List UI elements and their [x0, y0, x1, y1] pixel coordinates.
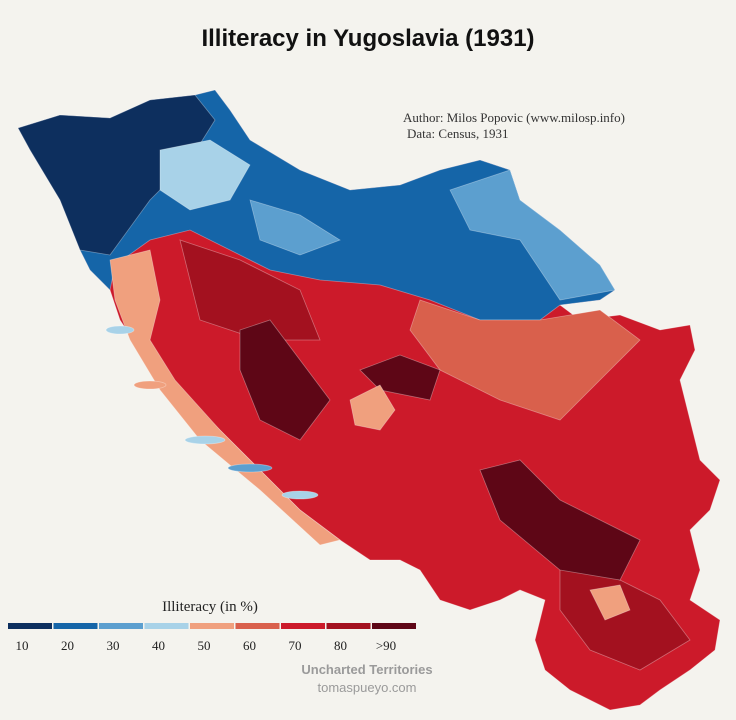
legend-label: 60 — [243, 638, 256, 653]
region — [479, 459, 641, 581]
legend-swatch — [8, 623, 52, 629]
credit-author: Author: Milos Popovic (www.milosp.info) — [403, 110, 625, 125]
region — [249, 199, 341, 256]
map — [17, 89, 721, 711]
region — [184, 435, 226, 445]
region — [281, 490, 319, 500]
legend-label: 80 — [334, 638, 347, 653]
region — [227, 463, 273, 473]
region — [133, 380, 167, 390]
region — [409, 299, 641, 421]
legend-label: 30 — [107, 638, 120, 653]
region — [159, 139, 251, 211]
legend-swatch — [190, 623, 234, 629]
region — [449, 169, 616, 301]
region — [349, 384, 396, 431]
legend-swatch — [235, 623, 280, 629]
region — [179, 239, 321, 341]
map-title: Illiteracy in Yugoslavia (1931) — [201, 25, 534, 52]
legend: 10 20 30 40 50 60 70 80 >90 — [8, 623, 416, 653]
legend-swatch — [372, 623, 416, 629]
legend-swatch — [53, 623, 98, 629]
credit-data: Data: Census, 1931 — [407, 126, 508, 141]
legend-label: >90 — [376, 638, 396, 653]
legend-label: 70 — [289, 638, 302, 653]
region — [239, 319, 331, 441]
legend-swatch — [281, 623, 325, 629]
region — [559, 559, 691, 671]
legend-label: 10 — [16, 638, 29, 653]
watermark-site: tomaspueyo.com — [318, 680, 417, 695]
legend-label: 20 — [61, 638, 74, 653]
legend-title: Illiteracy (in %) — [162, 599, 258, 615]
legend-label: 40 — [152, 638, 165, 653]
region — [589, 584, 631, 621]
legend-swatch — [99, 623, 143, 629]
legend-label: 50 — [198, 638, 211, 653]
region — [109, 249, 341, 546]
region — [105, 325, 135, 335]
legend-swatch — [144, 623, 189, 629]
watermark-name: Uncharted Territories — [301, 662, 432, 677]
legend-swatch — [326, 623, 371, 629]
